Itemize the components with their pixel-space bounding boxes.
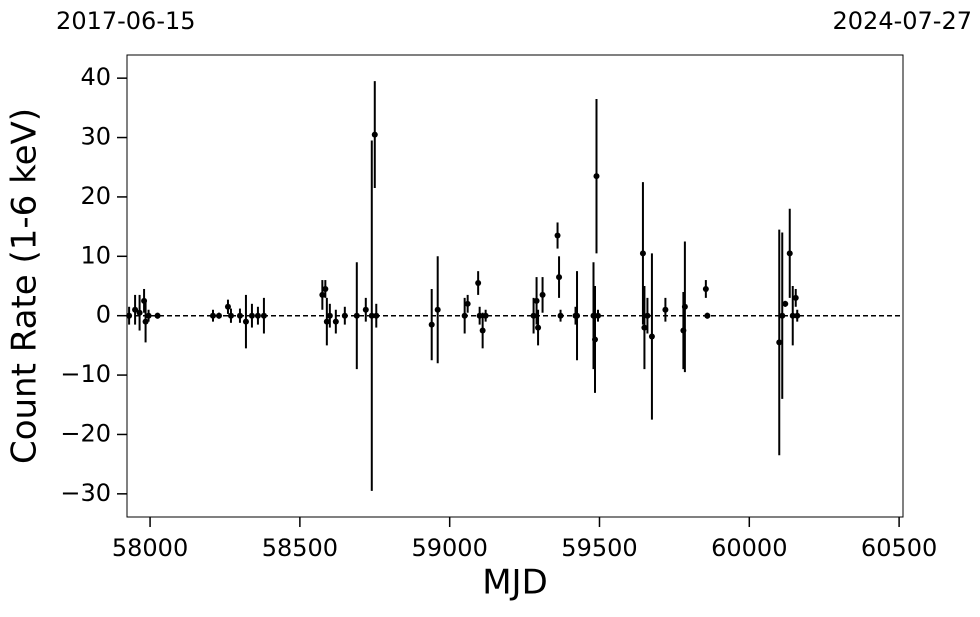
x-tick-label: 59500 (561, 534, 637, 562)
data-point (248, 312, 255, 319)
x-tick-label: 60500 (861, 534, 937, 562)
data-point (792, 294, 799, 301)
data-point (476, 312, 483, 319)
data-point (681, 303, 688, 310)
data-point (782, 300, 789, 307)
data-point (322, 285, 329, 292)
data-point (591, 336, 598, 343)
y-tick-label: 0 (96, 301, 111, 329)
data-point (475, 280, 482, 287)
y-tick-label: −20 (60, 419, 111, 447)
data-point (461, 312, 468, 319)
data-point (215, 312, 222, 319)
data-point (362, 306, 369, 313)
x-tick-label: 60000 (711, 534, 787, 562)
data-point (786, 250, 793, 257)
data-point (556, 274, 563, 281)
data-point (368, 312, 375, 319)
data-point (371, 131, 378, 138)
data-point (539, 291, 546, 298)
x-tick-label: 58500 (262, 534, 338, 562)
data-point (593, 173, 600, 180)
data-point (594, 312, 601, 319)
y-tick-label: −30 (60, 479, 111, 507)
data-point (482, 312, 489, 319)
data-point (373, 312, 380, 319)
data-point (574, 312, 581, 319)
data-point (254, 312, 261, 319)
data-point (332, 318, 339, 325)
x-tick-label: 59000 (412, 534, 488, 562)
data-point (794, 312, 801, 319)
y-tick-label: 10 (80, 241, 111, 269)
data-point (136, 309, 143, 316)
data-point (639, 250, 646, 257)
data-point (464, 300, 471, 307)
data-point (789, 312, 796, 319)
x-axis-label: MJD (482, 563, 548, 603)
data-point (323, 318, 330, 325)
x-tick-label: 58000 (112, 534, 188, 562)
data-point (644, 312, 651, 319)
data-point (319, 291, 326, 298)
data-point (428, 321, 435, 328)
plot-frame (126, 54, 904, 518)
data-point (126, 312, 133, 319)
data-point (702, 285, 709, 292)
data-point (554, 232, 561, 239)
data-point (132, 306, 139, 313)
data-point (227, 312, 234, 319)
y-tick-label: 30 (80, 123, 111, 151)
data-point (530, 312, 537, 319)
data-point (779, 312, 786, 319)
y-axis-label: Count Rate (1-6 keV) (5, 108, 45, 464)
y-tick-label: 40 (80, 63, 111, 91)
data-point (154, 312, 161, 319)
top-date-label: 2024-07-27 (833, 7, 972, 35)
y-tick-label: 20 (80, 182, 111, 210)
top-date-label: 2017-06-15 (56, 7, 195, 35)
data-point (434, 306, 441, 313)
data-point (662, 306, 669, 313)
data-point (142, 318, 149, 325)
data-point (776, 339, 783, 346)
y-tick-label: −10 (60, 360, 111, 388)
data-point (533, 297, 540, 304)
data-point (479, 327, 486, 334)
data-point (224, 303, 231, 310)
data-point (535, 324, 542, 331)
data-point (648, 333, 655, 340)
data-point (341, 312, 348, 319)
data-point (353, 312, 360, 319)
data-point (641, 324, 648, 331)
data-point (242, 318, 249, 325)
data-point (145, 312, 152, 319)
data-point (209, 312, 216, 319)
data-point (260, 312, 267, 319)
data-point (704, 312, 711, 319)
data-point (326, 312, 333, 319)
data-point (236, 312, 243, 319)
data-point (557, 312, 564, 319)
